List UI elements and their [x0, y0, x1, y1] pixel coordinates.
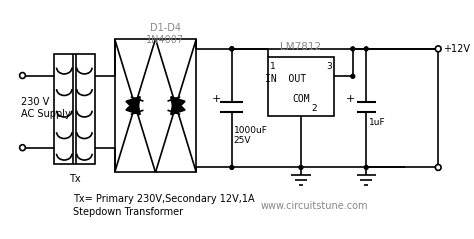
Circle shape — [230, 47, 234, 51]
Polygon shape — [126, 99, 140, 114]
Text: 1: 1 — [270, 62, 276, 71]
Text: +12V: +12V — [443, 44, 470, 54]
Text: COM: COM — [292, 94, 310, 104]
Circle shape — [435, 164, 441, 170]
Text: LM7812: LM7812 — [280, 42, 321, 52]
Text: 1uF: 1uF — [369, 118, 386, 127]
Circle shape — [351, 47, 355, 51]
Text: 3: 3 — [326, 62, 332, 71]
Polygon shape — [126, 97, 140, 112]
Circle shape — [19, 73, 26, 78]
Text: +: + — [212, 94, 221, 104]
Text: 230 V
AC Supply: 230 V AC Supply — [20, 97, 70, 119]
Text: Tx: Tx — [69, 174, 80, 184]
Bar — [268, 57, 334, 116]
Circle shape — [230, 47, 234, 51]
Circle shape — [230, 165, 234, 169]
Text: D1-D4
1N4007: D1-D4 1N4007 — [146, 23, 184, 45]
Text: 2: 2 — [311, 104, 317, 113]
Bar — [115, 39, 196, 172]
Text: IN  OUT: IN OUT — [265, 74, 307, 84]
Circle shape — [365, 47, 368, 51]
Circle shape — [351, 74, 355, 78]
Text: Tx= Primary 230V,Secondary 12V,1A: Tx= Primary 230V,Secondary 12V,1A — [73, 194, 255, 204]
Circle shape — [435, 46, 441, 52]
Text: Stepdown Transformer: Stepdown Transformer — [73, 207, 183, 217]
Circle shape — [365, 165, 368, 169]
Text: +: + — [346, 94, 356, 104]
Bar — [54, 54, 94, 164]
Text: 1000uF
25V: 1000uF 25V — [234, 126, 268, 145]
Polygon shape — [171, 97, 185, 112]
Circle shape — [299, 165, 303, 169]
Text: www.circuitstune.com: www.circuitstune.com — [261, 201, 368, 211]
Circle shape — [19, 145, 26, 151]
Polygon shape — [171, 99, 185, 114]
